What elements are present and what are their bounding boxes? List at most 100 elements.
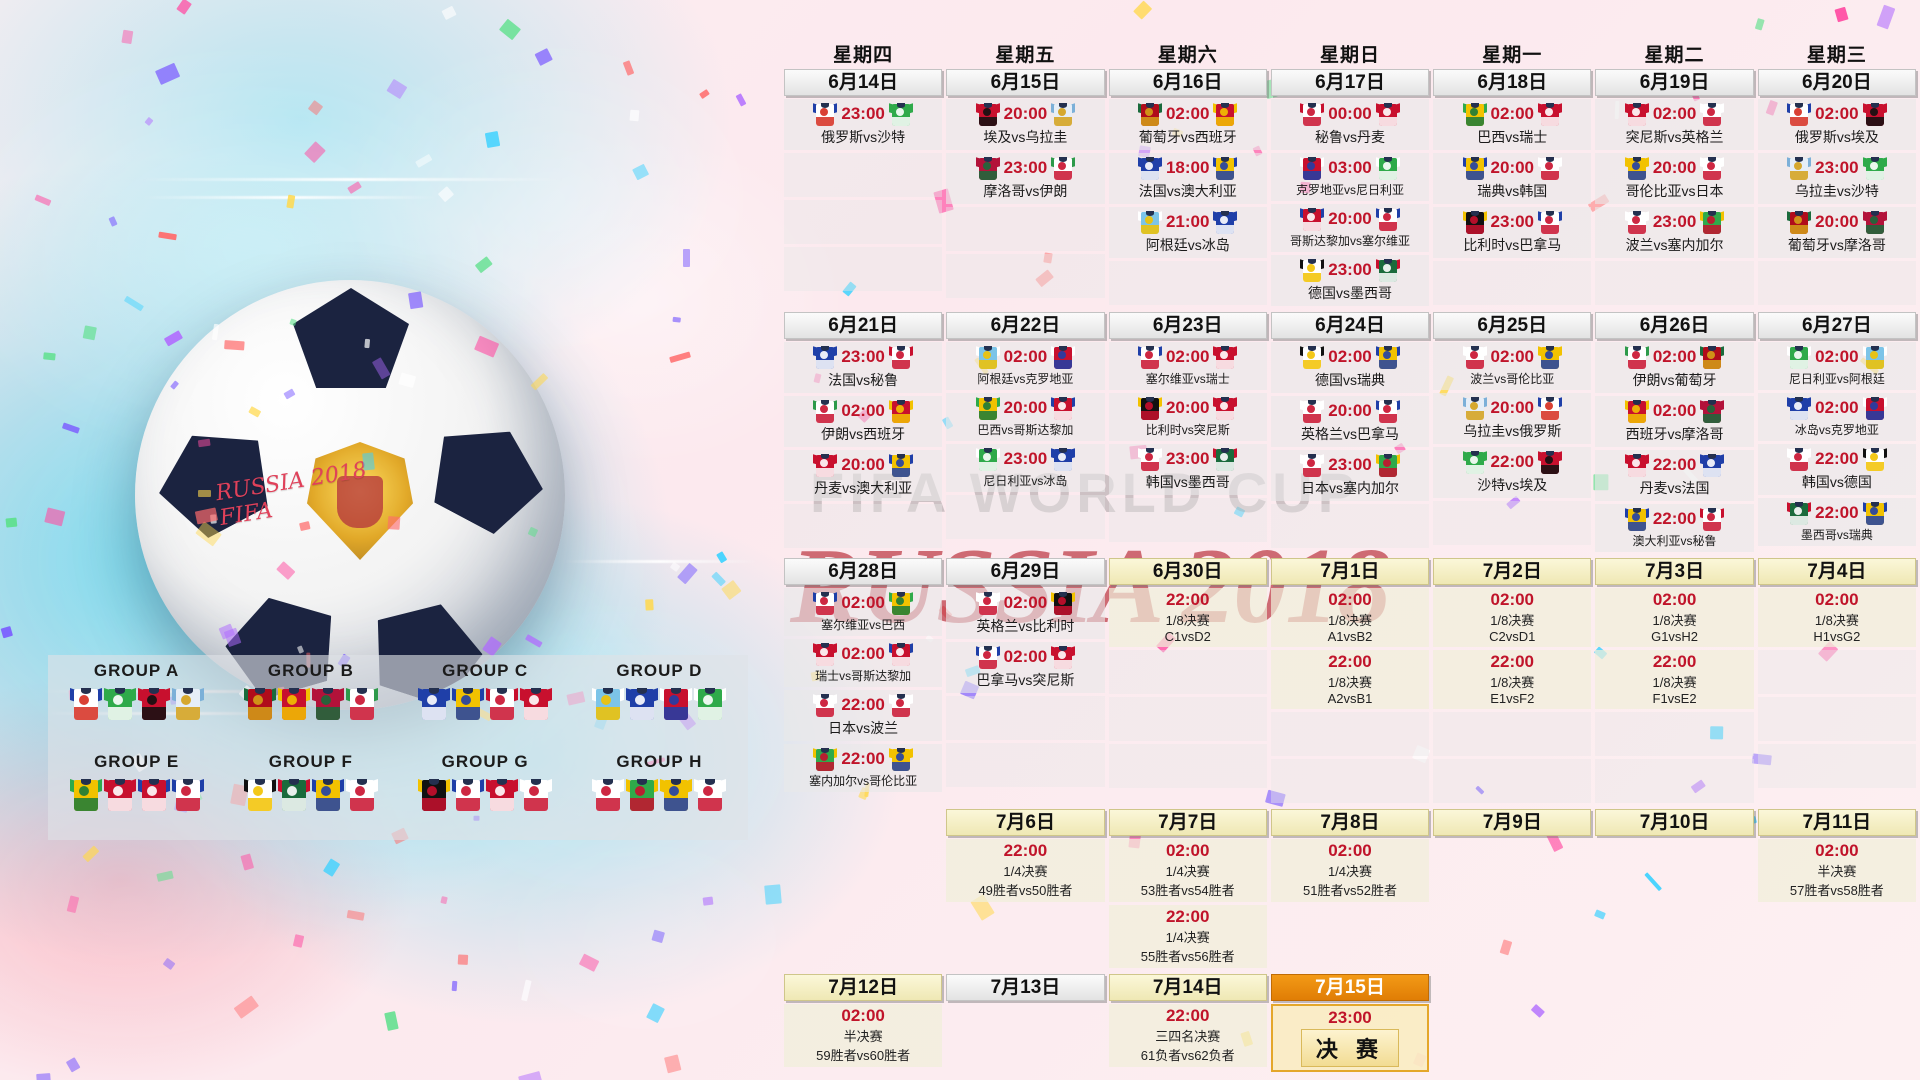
match-cell[interactable]: 00:00 秘鲁vs丹麦 (1270, 99, 1430, 150)
match-cell[interactable]: 20:00 埃及vs乌拉圭 (946, 99, 1105, 150)
match-cell[interactable]: 02:00 1/8决赛 G1vsH2 (1595, 588, 1754, 647)
match-cell[interactable]: 02:00 1/8决赛 H1vsG2 (1757, 588, 1916, 647)
match-cell[interactable]: 02:00 波兰vs哥伦比亚 (1433, 342, 1592, 390)
match-cell[interactable]: 02:00 西班牙vs摩洛哥 (1595, 396, 1754, 447)
match-cell[interactable]: 02:00 俄罗斯vs埃及 (1757, 99, 1916, 150)
date-header[interactable]: 7月8日 (1270, 809, 1430, 836)
match-cell[interactable]: 22:00 墨西哥vs瑞典 (1757, 498, 1916, 546)
date-header[interactable]: 6月27日 (1757, 312, 1916, 339)
date-header[interactable]: 6月29日 (946, 558, 1105, 585)
date-header[interactable]: 7月11日 (1757, 809, 1916, 836)
match-cell[interactable]: 02:00 半决赛 57胜者vs58胜者 (1757, 839, 1916, 902)
match-cell[interactable]: 02:00 塞尔维亚vs瑞士 (1108, 342, 1267, 390)
match-cell[interactable]: 21:00 阿根廷vs冰岛 (1108, 207, 1267, 258)
match-cell[interactable]: 23:00 德国vs墨西哥 (1270, 255, 1430, 306)
match-cell[interactable]: 02:00 葡萄牙vs西班牙 (1108, 99, 1267, 150)
date-header[interactable]: 6月18日 (1433, 69, 1592, 96)
match-cell[interactable]: 02:00 1/4决赛 51胜者vs52胜者 (1270, 839, 1430, 902)
date-header[interactable]: 6月14日 (784, 69, 943, 96)
group-f[interactable]: GROUP F (225, 749, 396, 837)
date-header[interactable]: 7月6日 (946, 809, 1105, 836)
match-cell[interactable]: 02:00 伊朗vs葡萄牙 (1595, 342, 1754, 393)
match-cell[interactable]: 22:00 1/8决赛 E1vsF2 (1433, 650, 1592, 709)
match-cell[interactable]: 02:00 巴西vs瑞士 (1433, 99, 1592, 150)
match-cell[interactable]: 22:00 1/4决赛 49胜者vs50胜者 (946, 839, 1105, 902)
group-c[interactable]: GROUP C (400, 658, 571, 746)
date-header[interactable]: 6月24日 (1270, 312, 1430, 339)
group-b[interactable]: GROUP B (225, 658, 396, 746)
match-cell[interactable]: 02:00 尼日利亚vs阿根廷 (1757, 342, 1916, 390)
date-header[interactable]: 7月1日 (1270, 558, 1430, 585)
match-cell[interactable]: 23:00 波兰vs塞内加尔 (1595, 207, 1754, 258)
match-cell[interactable]: 22:00 丹麦vs法国 (1595, 450, 1754, 501)
date-header[interactable]: 6月19日 (1595, 69, 1754, 96)
match-cell[interactable]: 22:00 沙特vs埃及 (1433, 447, 1592, 498)
match-cell[interactable]: 20:00 巴西vs哥斯达黎加 (946, 393, 1105, 441)
match-cell[interactable]: 22:00 塞内加尔vs哥伦比亚 (784, 744, 943, 792)
match-cell[interactable]: 02:00 1/8决赛 A1vsB2 (1270, 588, 1430, 647)
date-header[interactable]: 7月4日 (1757, 558, 1916, 585)
match-cell[interactable]: 22:00 1/8决赛 C1vsD2 (1108, 588, 1267, 647)
date-header[interactable]: 6月30日 (1108, 558, 1267, 585)
date-header[interactable]: 7月7日 (1108, 809, 1267, 836)
match-cell[interactable]: 20:00 丹麦vs澳大利亚 (784, 450, 943, 501)
match-cell[interactable]: 22:00 1/8决赛 F1vsE2 (1595, 650, 1754, 709)
match-cell[interactable]: 02:00 塞尔维亚vs巴西 (784, 588, 943, 636)
match-cell[interactable]: 22:00 韩国vs德国 (1757, 444, 1916, 495)
group-d[interactable]: GROUP D (574, 658, 745, 746)
match-cell[interactable]: 22:00 日本vs波兰 (784, 690, 943, 741)
match-cell[interactable]: 23:00 日本vs塞内加尔 (1270, 450, 1430, 501)
date-header[interactable]: 7月10日 (1595, 809, 1754, 836)
match-cell[interactable]: 02:00 英格兰vs比利时 (946, 588, 1105, 639)
match-cell[interactable]: 23:00 尼日利亚vs冰岛 (946, 444, 1105, 492)
match-cell[interactable]: 02:00 1/4决赛 53胜者vs54胜者 (1108, 839, 1267, 902)
match-cell[interactable]: 23:00 决 赛 (1270, 1004, 1430, 1072)
match-cell[interactable]: 20:00 哥伦比亚vs日本 (1595, 153, 1754, 204)
date-header[interactable]: 7月3日 (1595, 558, 1754, 585)
match-cell[interactable]: 23:00 比利时vs巴拿马 (1433, 207, 1592, 258)
match-cell[interactable]: 23:00 俄罗斯vs沙特 (784, 99, 943, 150)
match-cell[interactable]: 22:00 1/8决赛 A2vsB1 (1270, 650, 1430, 709)
match-cell[interactable]: 02:00 半决赛 59胜者vs60胜者 (784, 1004, 943, 1067)
date-header[interactable]: 7月2日 (1433, 558, 1592, 585)
match-cell[interactable]: 03:00 克罗地亚vs尼日利亚 (1270, 153, 1430, 201)
match-cell[interactable]: 23:00 法国vs秘鲁 (784, 342, 943, 393)
date-header[interactable]: 6月23日 (1108, 312, 1267, 339)
match-cell[interactable]: 22:00 澳大利亚vs秘鲁 (1595, 504, 1754, 552)
match-cell[interactable]: 02:00 阿根廷vs克罗地亚 (946, 342, 1105, 390)
group-g[interactable]: GROUP G (400, 749, 571, 837)
match-cell[interactable]: 02:00 德国vs瑞典 (1270, 342, 1430, 393)
match-cell[interactable]: 23:00 摩洛哥vs伊朗 (946, 153, 1105, 204)
match-cell[interactable]: 18:00 法国vs澳大利亚 (1108, 153, 1267, 204)
date-header[interactable]: 7月12日 (784, 974, 943, 1001)
date-header[interactable]: 6月28日 (784, 558, 943, 585)
match-cell[interactable]: 20:00 哥斯达黎加vs塞尔维亚 (1270, 204, 1430, 252)
match-cell[interactable]: 02:00 冰岛vs克罗地亚 (1757, 393, 1916, 441)
match-cell[interactable]: 20:00 瑞典vs韩国 (1433, 153, 1592, 204)
date-header[interactable]: 7月9日 (1433, 809, 1592, 836)
group-a[interactable]: GROUP A (51, 658, 222, 746)
match-cell[interactable]: 20:00 比利时vs突尼斯 (1108, 393, 1267, 441)
match-cell[interactable]: 02:00 巴拿马vs突尼斯 (946, 642, 1105, 693)
match-cell[interactable]: 20:00 乌拉圭vs俄罗斯 (1433, 393, 1592, 444)
date-header[interactable]: 7月13日 (946, 974, 1105, 1001)
date-header[interactable]: 6月26日 (1595, 312, 1754, 339)
match-cell[interactable]: 23:00 乌拉圭vs沙特 (1757, 153, 1916, 204)
date-header[interactable]: 6月17日 (1270, 69, 1430, 96)
date-header[interactable]: 6月25日 (1433, 312, 1592, 339)
date-header[interactable]: 7月14日 (1108, 974, 1267, 1001)
match-cell[interactable]: 22:00 三四名决赛 61负者vs62负者 (1108, 1004, 1267, 1067)
match-cell[interactable]: 02:00 瑞士vs哥斯达黎加 (784, 639, 943, 687)
date-header[interactable]: 6月21日 (784, 312, 943, 339)
date-header[interactable]: 7月15日 (1270, 974, 1430, 1001)
match-cell[interactable]: 23:00 韩国vs墨西哥 (1108, 444, 1267, 495)
match-cell[interactable]: 22:00 1/4决赛 55胜者vs56胜者 (1108, 905, 1267, 968)
match-cell[interactable]: 02:00 1/8决赛 C2vsD1 (1433, 588, 1592, 647)
match-cell[interactable]: 02:00 伊朗vs西班牙 (784, 396, 943, 447)
match-cell[interactable]: 02:00 突尼斯vs英格兰 (1595, 99, 1754, 150)
date-header[interactable]: 6月22日 (946, 312, 1105, 339)
date-header[interactable]: 6月15日 (946, 69, 1105, 96)
match-cell[interactable]: 20:00 葡萄牙vs摩洛哥 (1757, 207, 1916, 258)
date-header[interactable]: 6月16日 (1108, 69, 1267, 96)
match-cell[interactable]: 20:00 英格兰vs巴拿马 (1270, 396, 1430, 447)
